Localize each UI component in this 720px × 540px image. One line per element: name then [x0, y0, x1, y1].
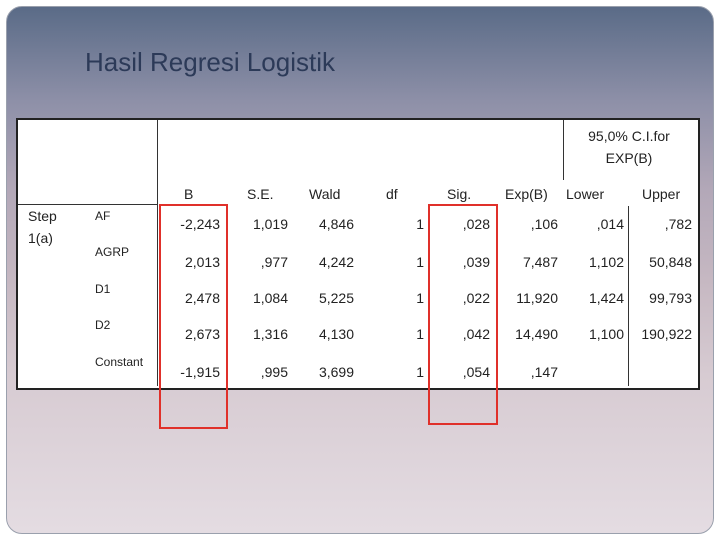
- column-header-wald: Wald: [309, 186, 341, 202]
- cell-d2-df: 1: [416, 326, 424, 342]
- cell-d2-se: 1,316: [252, 326, 288, 342]
- column-header-sig: Sig.: [447, 186, 472, 202]
- cell-d2-wald: 4,130: [318, 326, 354, 342]
- cell-agrp-sig: ,039: [462, 254, 490, 270]
- cell-agrp-b: 2,013: [184, 254, 220, 270]
- cell-d2-expb: 14,490: [515, 326, 558, 342]
- highlight-box-sig-column: [428, 204, 498, 425]
- cell-d1-expb: 11,920: [516, 290, 558, 306]
- cell-agrp-expb: 7,487: [522, 254, 558, 270]
- step-label-line2: 1(a): [28, 230, 53, 246]
- cell-d2-b: 2,673: [184, 326, 220, 342]
- cell-agrp-wald: 4,242: [318, 254, 354, 270]
- column-header-lower: Lower: [566, 186, 605, 202]
- cell-af-df: 1: [416, 216, 424, 232]
- column-header-se: S.E.: [247, 186, 274, 202]
- slide-title: Hasil Regresi Logistik: [85, 47, 335, 77]
- cell-constant-sig: ,054: [462, 364, 490, 380]
- cell-d2-upper: 190,922: [641, 326, 692, 342]
- table-divider-label-col: [157, 120, 158, 386]
- row-label-d2: D2: [95, 318, 111, 332]
- cell-af-sig: ,028: [462, 216, 490, 232]
- table-divider-header: [18, 204, 158, 205]
- cell-agrp-df: 1: [416, 254, 424, 270]
- cell-af-se: 1,019: [252, 216, 288, 232]
- step-label-line1: Step: [28, 208, 57, 224]
- cell-constant-expb: ,147: [530, 364, 558, 380]
- cell-d1-sig: ,022: [462, 290, 490, 306]
- table-divider-ci-group: [563, 120, 564, 180]
- cell-af-expb: ,106: [530, 216, 558, 232]
- cell-constant-se: ,995: [260, 364, 288, 380]
- row-label-af: AF: [95, 209, 111, 223]
- regression-table: [16, 118, 700, 390]
- table-divider-lower-upper: [628, 206, 629, 386]
- column-header-b: B: [184, 186, 194, 202]
- cell-d1-se: 1,084: [252, 290, 288, 306]
- cell-af-b: -2,243: [180, 216, 220, 232]
- highlight-box-b-column: [159, 204, 228, 429]
- cell-agrp-upper: 50,848: [649, 254, 692, 270]
- cell-d1-df: 1: [416, 290, 424, 306]
- cell-af-wald: 4,846: [318, 216, 354, 232]
- cell-d1-b: 2,478: [184, 290, 220, 306]
- column-header-upper: Upper: [642, 186, 681, 202]
- cell-constant-b: -1,915: [180, 364, 220, 380]
- cell-agrp-se: ,977: [260, 254, 288, 270]
- ci-group-header-line2: EXP(B): [605, 150, 653, 166]
- row-label-d1: D1: [95, 282, 111, 296]
- cell-d2-lower: 1,100: [588, 326, 624, 342]
- row-label-agrp: AGRP: [95, 245, 130, 259]
- cell-d2-sig: ,042: [462, 326, 490, 342]
- cell-af-upper: ,782: [664, 216, 692, 232]
- cell-af-lower: ,014: [596, 216, 624, 232]
- row-label-constant: Constant: [95, 355, 144, 369]
- cell-d1-wald: 5,225: [318, 290, 354, 306]
- cell-constant-df: 1: [416, 364, 424, 380]
- cell-d1-lower: 1,424: [588, 290, 624, 306]
- cell-d1-upper: 99,793: [649, 290, 692, 306]
- column-header-expb: Exp(B): [505, 186, 548, 202]
- cell-constant-wald: 3,699: [318, 364, 354, 380]
- cell-agrp-lower: 1,102: [588, 254, 624, 270]
- column-header-df: df: [386, 186, 398, 202]
- ci-group-header-line1: 95,0% C.I.for: [588, 128, 670, 144]
